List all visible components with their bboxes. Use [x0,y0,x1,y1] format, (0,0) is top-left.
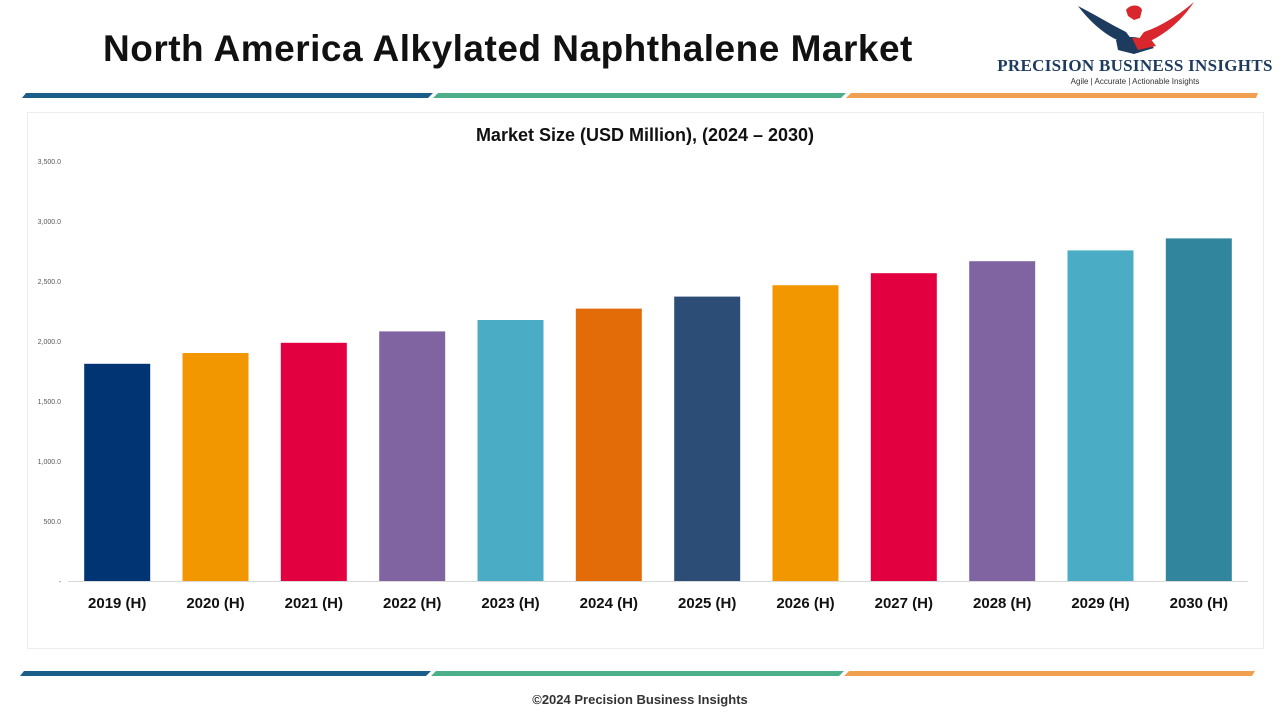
bar [674,296,741,581]
bar [280,342,347,581]
x-tick-label: 2022 (H) [383,595,441,612]
x-tick-label: 2020 (H) [186,595,244,612]
footer-divider [20,671,1255,676]
x-tick-label: 2024 (H) [580,595,638,612]
y-tick-label: 2,000.0 [38,339,61,346]
divider-segment-green [433,93,846,98]
x-tick-label: 2030 (H) [1170,595,1228,612]
bar [379,331,446,581]
bars [84,238,1232,581]
divider-segment-blue [22,93,433,98]
divider-segment-blue [20,671,431,676]
x-axis: 2019 (H) 2020 (H) 2021 (H) 2022 (H) 2023 (H)… [88,595,1228,612]
y-tick-label: - [59,579,62,586]
chart-panel: Market Size (USD Million), (2024 – 2030)… [27,112,1264,649]
bar [772,285,839,581]
bar [1165,238,1232,581]
bar [969,261,1036,581]
x-tick-label: 2026 (H) [776,595,834,612]
y-tick-label: 3,500.0 [38,159,61,166]
x-tick-label: 2021 (H) [285,595,343,612]
y-tick-label: 2,500.0 [38,279,61,286]
y-tick-label: 500.0 [43,519,61,526]
logo-tagline: Agile | Accurate | Actionable Insights [1070,77,1200,86]
company-logo: PRECISION BUSINESS INSIGHTS Agile | Accu… [996,0,1276,90]
page-title: North America Alkylated Naphthalene Mark… [103,28,913,69]
chart-title: Market Size (USD Million), (2024 – 2030) [476,125,814,145]
x-tick-label: 2029 (H) [1071,595,1129,612]
bar-chart: Market Size (USD Million), (2024 – 2030)… [38,125,1248,612]
y-tick-label: 1,500.0 [38,399,61,406]
x-tick-label: 2028 (H) [973,595,1031,612]
divider-segment-orange [846,93,1258,98]
bar [182,353,249,581]
x-tick-label: 2027 (H) [875,595,933,612]
divider-segment-orange [844,671,1255,676]
divider-segment-green [431,671,844,676]
bar [575,308,642,581]
bar [84,363,151,581]
logo-name: PRECISION BUSINESS INSIGHTS [997,56,1273,75]
x-tick-label: 2019 (H) [88,595,146,612]
bar [477,320,544,581]
eagle-handshake-icon [1078,2,1194,54]
footer-copyright: ©2024 Precision Business Insights [532,692,748,707]
x-tick-label: 2025 (H) [678,595,736,612]
bar [870,273,937,581]
header-divider [22,93,1258,98]
y-axis: - 500.0 1,000.0 1,500.0 2,000.0 2,500.0 3,000.… [38,159,62,586]
x-tick-label: 2023 (H) [481,595,539,612]
y-tick-label: 1,000.0 [38,459,61,466]
bar [1067,250,1134,581]
y-tick-label: 3,000.0 [38,219,61,226]
